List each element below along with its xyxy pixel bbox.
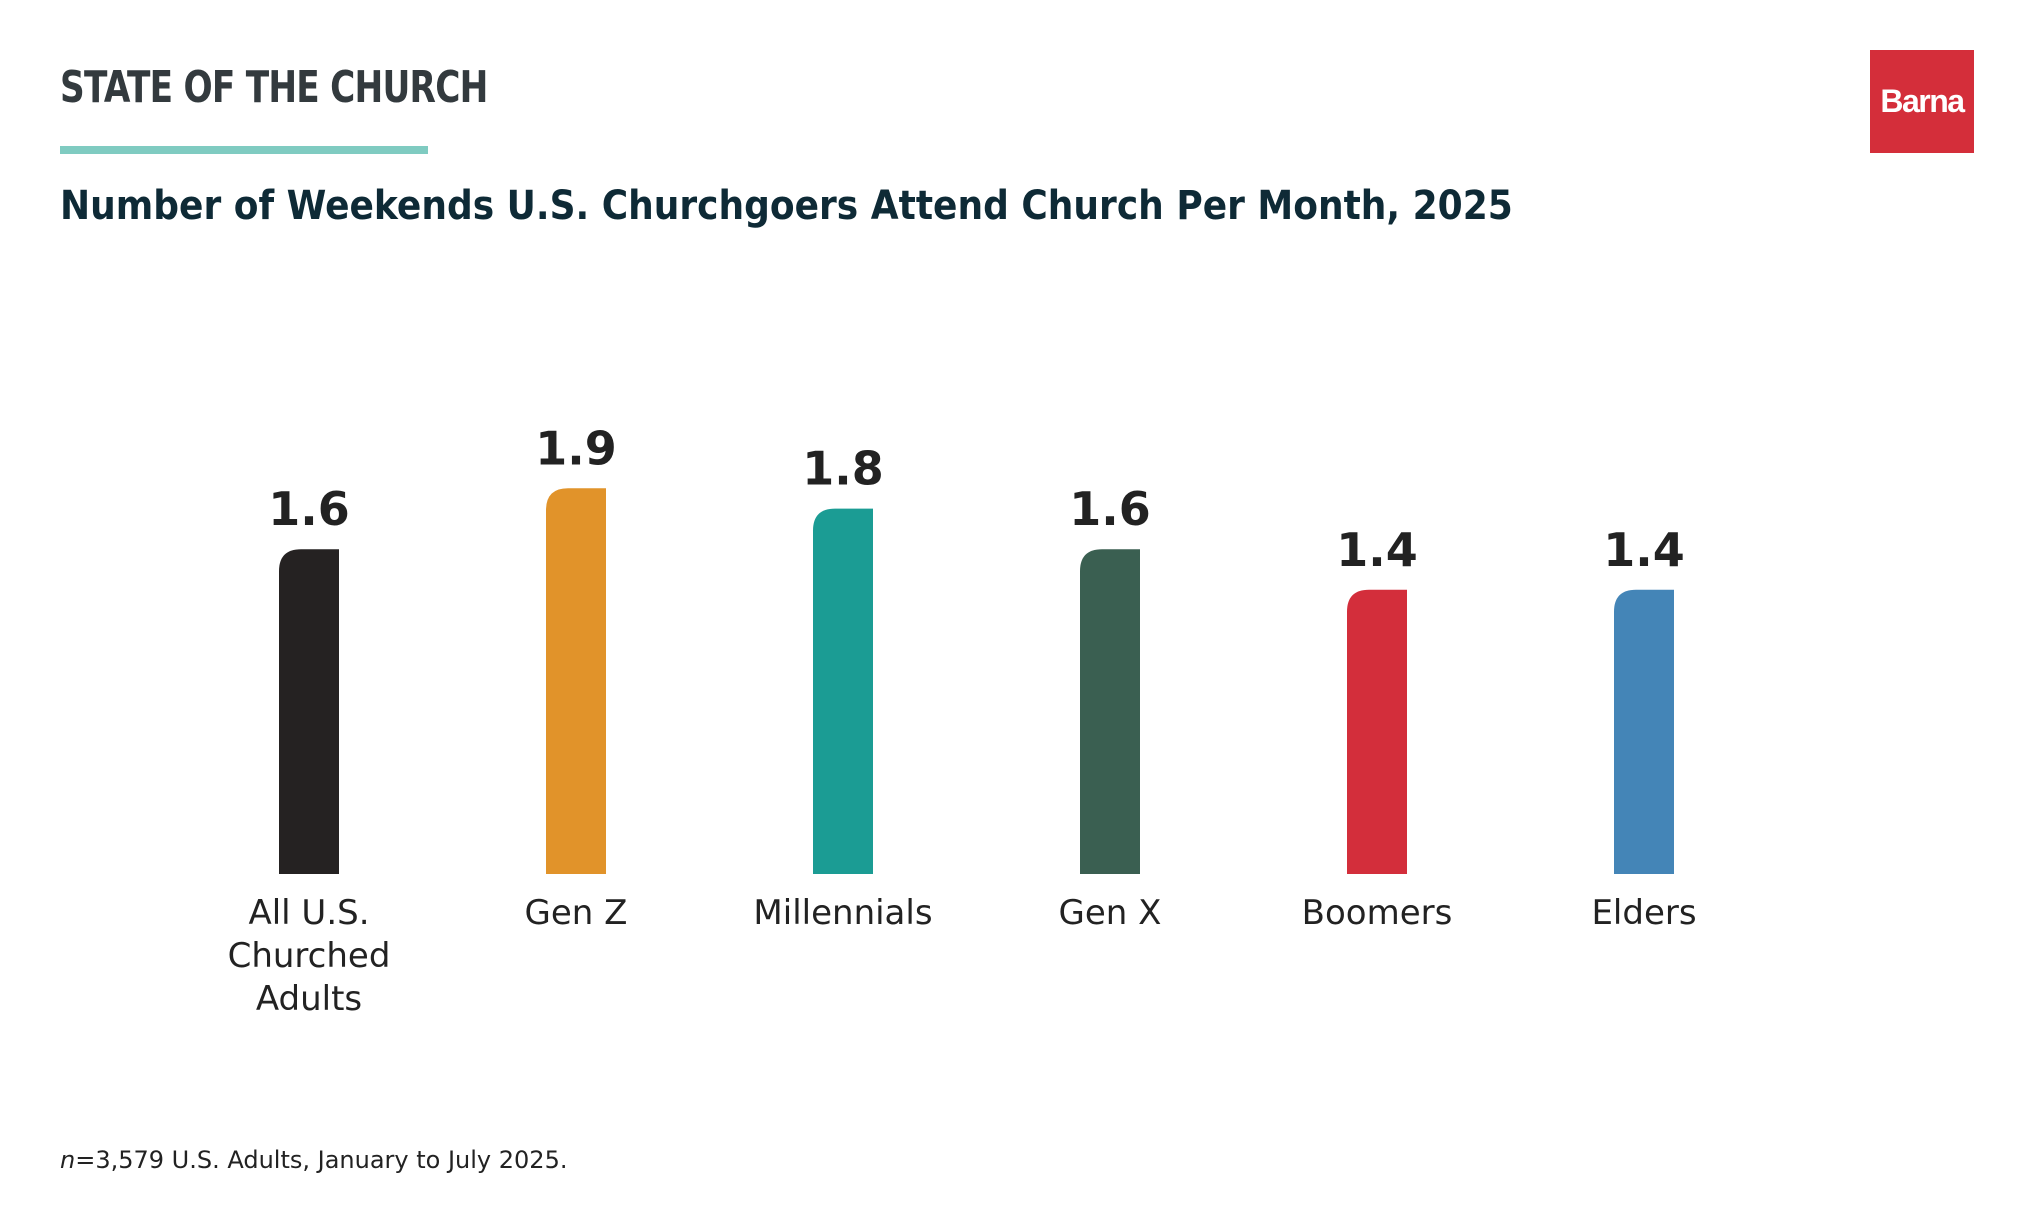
category-label-5-line-0: Elders — [1591, 893, 1696, 933]
brand-title: STATE OF THE CHURCH — [60, 62, 488, 113]
category-label-2: Millennials — [753, 893, 932, 933]
category-label-3: Gen X — [1059, 893, 1162, 933]
category-label-1-line-0: Gen Z — [525, 893, 628, 933]
category-label-0-line-0: All U.S. — [248, 893, 369, 933]
category-label-5: Elders — [1591, 893, 1696, 933]
category-label-2-line-0: Millennials — [753, 893, 932, 933]
footnote-n: n — [60, 1146, 76, 1174]
value-label-3: 1.6 — [1069, 482, 1151, 536]
bar-1 — [546, 488, 606, 874]
category-label-0: All U.S. Churched Adults — [228, 893, 391, 1019]
brand-underline — [60, 146, 428, 154]
category-label-4-line-0: Boomers — [1302, 893, 1453, 933]
chart-title: Number of Weekends U.S. Churchgoers Atte… — [60, 183, 1513, 229]
bar-2 — [813, 508, 873, 874]
value-label-2: 1.8 — [802, 442, 884, 496]
footnote: n=3,579 U.S. Adults, January to July 202… — [60, 1146, 567, 1174]
category-label-4: Boomers — [1302, 893, 1453, 933]
value-label-5: 1.4 — [1603, 523, 1685, 577]
category-label-1: Gen Z — [525, 893, 628, 933]
barna-logo: Barna — [1870, 50, 1974, 153]
bar-4 — [1347, 589, 1407, 874]
category-label-3-line-0: Gen X — [1059, 893, 1162, 933]
bar-5 — [1614, 589, 1674, 874]
bar-0 — [279, 549, 339, 874]
footnote-text: =3,579 U.S. Adults, January to July 2025… — [75, 1146, 568, 1174]
logo-text: Barna — [1880, 83, 1965, 119]
category-label-0-line-1: Churched — [228, 936, 391, 976]
value-label-0: 1.6 — [268, 482, 350, 536]
value-label-1: 1.9 — [535, 421, 617, 475]
value-label-4: 1.4 — [1336, 523, 1418, 577]
bar-3 — [1080, 549, 1140, 874]
category-label-0-line-2: Adults — [256, 979, 362, 1019]
